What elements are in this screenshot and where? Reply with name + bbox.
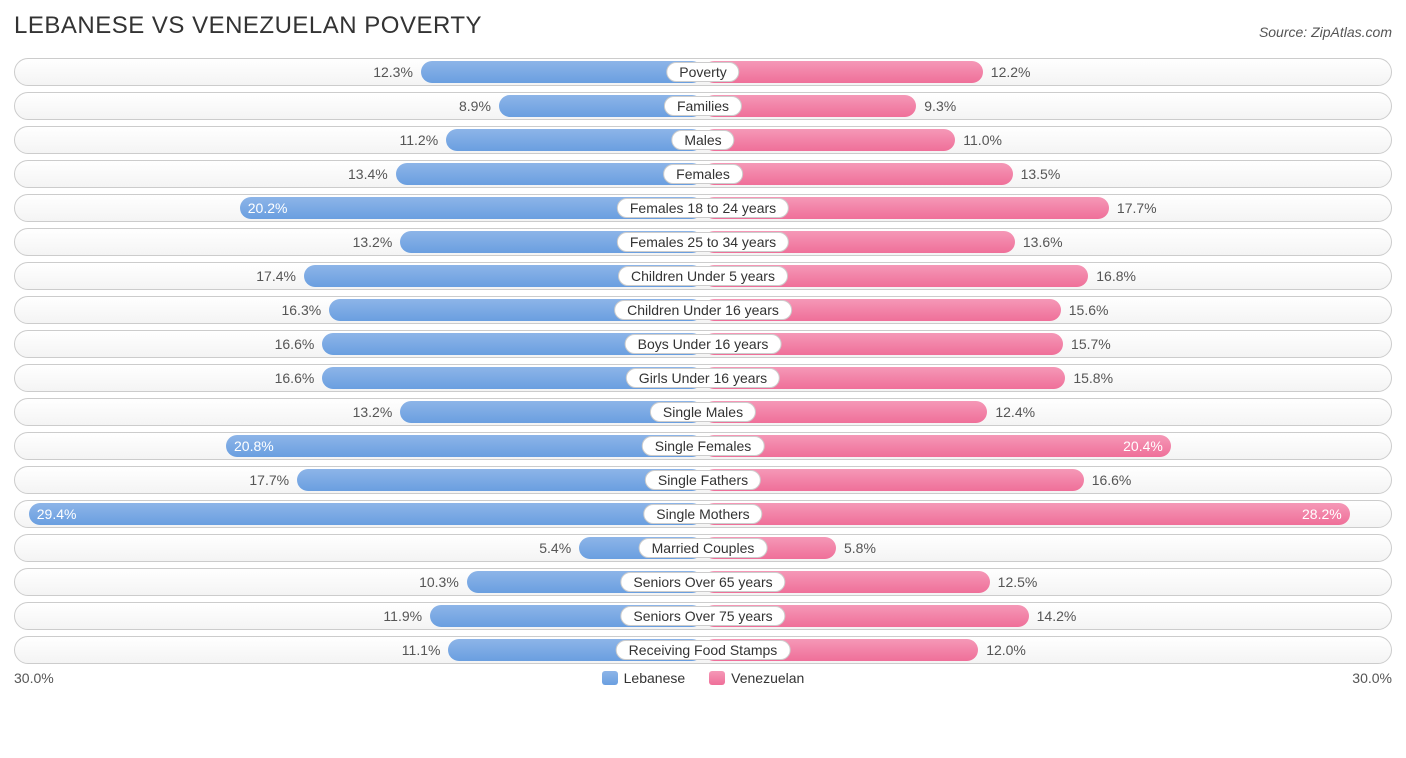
value-venezuelan: 11.0% <box>963 132 1002 148</box>
legend-item-lebanese: Lebanese <box>602 670 686 686</box>
category-label: Females 18 to 24 years <box>617 198 789 218</box>
value-venezuelan: 12.4% <box>995 404 1035 420</box>
axis-label-left: 30.0% <box>14 670 54 686</box>
bar-venezuelan: 20.4% <box>703 435 1171 457</box>
legend-swatch-venezuelan <box>709 671 725 685</box>
value-venezuelan: 14.2% <box>1037 608 1077 624</box>
value-lebanese: 10.3% <box>419 574 459 590</box>
value-venezuelan: 16.8% <box>1096 268 1136 284</box>
value-lebanese: 20.8% <box>234 438 274 454</box>
value-lebanese: 13.2% <box>353 404 393 420</box>
legend-label-venezuelan: Venezuelan <box>731 670 804 686</box>
chart-row: 8.9% 9.3% Families <box>14 92 1392 120</box>
category-label: Families <box>664 96 742 116</box>
chart-source: Source: ZipAtlas.com <box>1259 24 1392 40</box>
chart-row: 5.4% 5.8% Married Couples <box>14 534 1392 562</box>
category-label: Single Fathers <box>645 470 761 490</box>
value-venezuelan: 12.2% <box>991 64 1031 80</box>
chart-row: 11.2% 11.0% Males <box>14 126 1392 154</box>
chart-row: 20.8% 20.4% Single Females <box>14 432 1392 460</box>
value-lebanese: 11.1% <box>402 642 441 658</box>
category-label: Children Under 5 years <box>618 266 788 286</box>
bar-lebanese: 20.8% <box>226 435 703 457</box>
category-label: Single Females <box>642 436 765 456</box>
value-venezuelan: 16.6% <box>1092 472 1132 488</box>
bar-venezuelan <box>703 61 983 83</box>
value-venezuelan: 15.7% <box>1071 336 1111 352</box>
category-label: Single Males <box>650 402 756 422</box>
value-lebanese: 12.3% <box>373 64 413 80</box>
value-venezuelan: 28.2% <box>1302 506 1342 522</box>
chart-row: 11.9% 14.2% Seniors Over 75 years <box>14 602 1392 630</box>
value-lebanese: 16.6% <box>275 370 315 386</box>
bar-venezuelan: 28.2% <box>703 503 1350 525</box>
legend: Lebanese Venezuelan <box>602 670 805 686</box>
chart-header: LEBANESE VS VENEZUELAN POVERTY Source: Z… <box>14 12 1392 40</box>
bar-lebanese <box>421 61 703 83</box>
value-lebanese: 17.7% <box>249 472 289 488</box>
chart-row: 29.4% 28.2% Single Mothers <box>14 500 1392 528</box>
category-label: Females 25 to 34 years <box>617 232 789 252</box>
category-label: Boys Under 16 years <box>625 334 782 354</box>
value-lebanese: 29.4% <box>37 506 77 522</box>
chart-row: 20.2% 17.7% Females 18 to 24 years <box>14 194 1392 222</box>
value-venezuelan: 5.8% <box>844 540 876 556</box>
value-venezuelan: 12.0% <box>986 642 1026 658</box>
value-lebanese: 16.3% <box>281 302 321 318</box>
category-label: Seniors Over 75 years <box>620 606 785 626</box>
category-label: Poverty <box>666 62 739 82</box>
chart-title: LEBANESE VS VENEZUELAN POVERTY <box>14 12 482 40</box>
axis-label-right: 30.0% <box>1352 670 1392 686</box>
chart-row: 16.6% 15.8% Girls Under 16 years <box>14 364 1392 392</box>
chart-row: 11.1% 12.0% Receiving Food Stamps <box>14 636 1392 664</box>
value-lebanese: 11.2% <box>399 132 438 148</box>
bar-venezuelan <box>703 129 955 151</box>
category-label: Single Mothers <box>643 504 762 524</box>
category-label: Children Under 16 years <box>614 300 792 320</box>
legend-swatch-lebanese <box>602 671 618 685</box>
value-lebanese: 5.4% <box>539 540 571 556</box>
legend-label-lebanese: Lebanese <box>624 670 686 686</box>
bar-lebanese <box>396 163 703 185</box>
value-lebanese: 11.9% <box>383 608 422 624</box>
category-label: Girls Under 16 years <box>626 368 780 388</box>
bar-lebanese <box>446 129 703 151</box>
value-lebanese: 13.4% <box>348 166 388 182</box>
legend-item-venezuelan: Venezuelan <box>709 670 804 686</box>
chart-row: 13.2% 13.6% Females 25 to 34 years <box>14 228 1392 256</box>
value-lebanese: 8.9% <box>459 98 491 114</box>
value-venezuelan: 20.4% <box>1123 438 1163 454</box>
category-label: Females <box>663 164 743 184</box>
value-lebanese: 13.2% <box>353 234 393 250</box>
value-venezuelan: 9.3% <box>924 98 956 114</box>
value-venezuelan: 15.6% <box>1069 302 1109 318</box>
value-venezuelan: 13.6% <box>1023 234 1063 250</box>
value-venezuelan: 17.7% <box>1117 200 1157 216</box>
chart-row: 13.4% 13.5% Females <box>14 160 1392 188</box>
chart-rows: 12.3%12.2%Poverty8.9%9.3%Families11.2%11… <box>14 58 1392 664</box>
value-venezuelan: 15.8% <box>1073 370 1113 386</box>
chart-row: 10.3% 12.5% Seniors Over 65 years <box>14 568 1392 596</box>
value-lebanese: 20.2% <box>248 200 288 216</box>
value-venezuelan: 13.5% <box>1021 166 1061 182</box>
chart-row: 17.4% 16.8% Children Under 5 years <box>14 262 1392 290</box>
chart-row: 12.3% 12.2% Poverty <box>14 58 1392 86</box>
chart-row: 17.7% 16.6% Single Fathers <box>14 466 1392 494</box>
category-label: Receiving Food Stamps <box>616 640 791 660</box>
chart-row: 16.3% 15.6% Children Under 16 years <box>14 296 1392 324</box>
category-label: Married Couples <box>639 538 768 558</box>
value-lebanese: 16.6% <box>275 336 315 352</box>
chart-row: 16.6% 15.7% Boys Under 16 years <box>14 330 1392 358</box>
category-label: Seniors Over 65 years <box>620 572 785 592</box>
bar-venezuelan <box>703 163 1013 185</box>
bar-lebanese <box>297 469 703 491</box>
category-label: Males <box>671 130 734 150</box>
value-lebanese: 17.4% <box>256 268 296 284</box>
bar-lebanese: 29.4% <box>29 503 703 525</box>
chart-footer: 30.0% Lebanese Venezuelan 30.0% <box>14 670 1392 686</box>
chart-row: 13.2% 12.4% Single Males <box>14 398 1392 426</box>
value-venezuelan: 12.5% <box>998 574 1038 590</box>
